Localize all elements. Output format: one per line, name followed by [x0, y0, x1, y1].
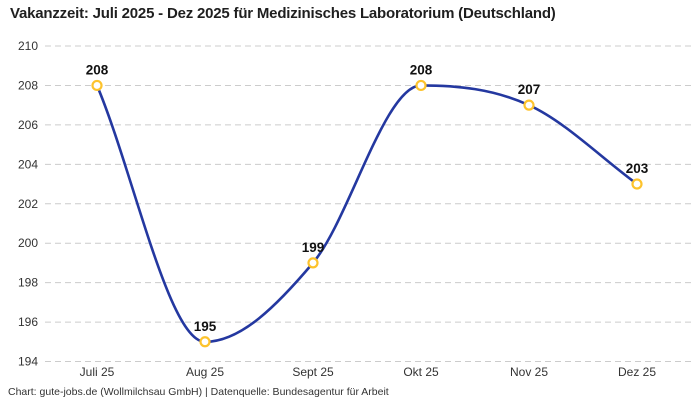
data-point-marker — [631, 178, 643, 190]
chart-title: Vakanzzeit: Juli 2025 - Dez 2025 für Med… — [10, 5, 556, 22]
series-line — [95, 84, 639, 344]
x-axis-tick-label: Sept 25 — [292, 365, 334, 379]
x-axis-tick-label: Nov 25 — [510, 365, 548, 379]
data-point-label: 208 — [410, 62, 433, 77]
data-point-marker — [307, 257, 319, 269]
y-axis-tick-label: 202 — [18, 197, 38, 211]
y-axis-tick-label: 204 — [18, 157, 38, 171]
data-point-label: 207 — [518, 82, 541, 97]
y-axis-tick-label: 208 — [18, 78, 38, 92]
data-point-marker — [523, 99, 535, 111]
data-point-marker — [91, 79, 103, 92]
y-axis-tick-label: 194 — [18, 355, 38, 369]
y-axis-tick-label: 206 — [18, 118, 38, 132]
data-point-marker — [415, 79, 427, 92]
data-point-label: 203 — [626, 161, 649, 176]
y-axis-tick-label: 196 — [18, 315, 38, 329]
data-point-marker — [199, 336, 211, 348]
chart-credit: Chart: gute-jobs.de (Wollmilchsau GmbH) … — [8, 386, 389, 398]
y-axis-tick-label: 198 — [18, 276, 38, 290]
x-axis-tick-label: Dez 25 — [618, 365, 656, 379]
data-point-label: 195 — [194, 319, 217, 334]
x-axis-tick-label: Juli 25 — [80, 365, 115, 379]
y-axis-tick-label: 200 — [18, 236, 38, 250]
data-point-label: 199 — [302, 240, 325, 255]
data-point-label: 208 — [86, 62, 109, 77]
y-axis-tick-label: 210 — [18, 39, 38, 53]
x-axis-tick-label: Aug 25 — [186, 365, 224, 379]
x-axis-tick-label: Okt 25 — [403, 365, 439, 379]
